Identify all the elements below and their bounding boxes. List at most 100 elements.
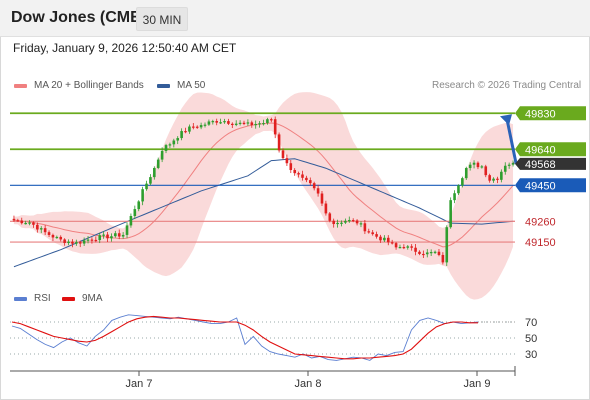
candle xyxy=(102,231,105,239)
candle xyxy=(262,119,265,126)
candle-body xyxy=(117,233,121,237)
candle xyxy=(258,121,261,128)
candle-body xyxy=(141,189,144,202)
candle-body xyxy=(242,122,246,124)
candle-body xyxy=(507,164,511,166)
candle-body xyxy=(137,201,141,210)
candle xyxy=(281,148,285,160)
candle-body xyxy=(422,253,425,256)
provider-credit: Research © 2026 Trading Central xyxy=(432,80,582,91)
rsi-panel: 70 50 30 xyxy=(10,314,537,361)
candle-body xyxy=(207,121,211,125)
candle-body xyxy=(488,175,491,181)
candle xyxy=(63,238,66,246)
candle xyxy=(269,117,273,123)
candle xyxy=(125,222,129,239)
chart-timestamp: Friday, January 9, 2026 12:50:40 AM CET xyxy=(13,41,237,55)
candle-body xyxy=(246,122,250,124)
candle-body xyxy=(172,140,176,145)
candle xyxy=(375,231,378,239)
candle xyxy=(277,132,281,153)
candle-body xyxy=(437,251,441,255)
candle-body xyxy=(199,125,203,128)
candle xyxy=(153,166,156,180)
candle-body xyxy=(347,220,351,222)
candle xyxy=(12,215,16,222)
candle-body xyxy=(47,232,51,235)
candle xyxy=(285,154,289,167)
candle-body xyxy=(277,134,281,151)
candle-body xyxy=(285,158,289,164)
candle-body xyxy=(98,235,102,241)
candle xyxy=(129,213,133,228)
rsi-tick-30: 30 xyxy=(525,349,537,361)
candle xyxy=(359,221,363,228)
candle xyxy=(355,219,359,226)
candle-body xyxy=(12,218,16,221)
candle xyxy=(203,122,207,128)
candle-body xyxy=(425,252,429,255)
candle-body xyxy=(336,222,339,225)
candle xyxy=(94,236,98,243)
candle xyxy=(242,120,246,126)
candle xyxy=(340,220,343,227)
legend-ma9: 9MA xyxy=(62,293,103,304)
instrument-title: Dow Jones (CME) xyxy=(11,9,147,26)
last-price-label: 49568 xyxy=(525,159,556,171)
candle-body xyxy=(51,234,55,238)
candle-body xyxy=(379,236,382,241)
candle-body xyxy=(114,233,117,237)
candle-body xyxy=(359,223,363,225)
candle xyxy=(90,237,94,244)
candle xyxy=(195,125,199,129)
candle xyxy=(234,120,238,127)
candle xyxy=(402,244,406,250)
candle-body xyxy=(468,164,472,169)
timeframe-button[interactable]: 30 MIN xyxy=(136,7,188,31)
title-bar: Dow Jones (CME) 30 MIN xyxy=(0,0,590,37)
candle-body xyxy=(371,232,374,235)
candle-body xyxy=(457,185,460,194)
candle xyxy=(371,230,374,236)
candle-body xyxy=(301,174,304,178)
candle xyxy=(457,184,460,196)
candle xyxy=(184,127,187,134)
candle-body xyxy=(324,203,328,214)
candle xyxy=(110,233,113,242)
candle xyxy=(472,160,476,169)
candle-body xyxy=(503,165,507,172)
candle xyxy=(414,244,417,256)
candle-body xyxy=(429,252,433,254)
candle xyxy=(394,241,398,250)
candle xyxy=(71,239,74,248)
candle-body xyxy=(363,223,367,232)
candle-body xyxy=(511,162,515,165)
candle-body xyxy=(211,121,215,123)
candle xyxy=(351,218,355,223)
price-plot xyxy=(10,92,518,300)
candle xyxy=(141,186,144,206)
candle-body xyxy=(297,173,300,175)
candle-body xyxy=(351,220,355,222)
candle xyxy=(390,239,394,245)
candle-body xyxy=(102,234,105,236)
candle-body xyxy=(305,177,308,181)
candle-body xyxy=(160,150,164,160)
level-labels: 49830 49640 49450 49260 49150 49568 xyxy=(515,106,586,249)
candle xyxy=(332,218,335,228)
candle xyxy=(305,175,308,183)
candle-body xyxy=(464,168,468,179)
candle xyxy=(418,250,421,256)
candle-body xyxy=(320,193,324,204)
candle xyxy=(266,117,269,125)
candle xyxy=(207,119,211,126)
candle xyxy=(192,123,195,130)
candle-body xyxy=(367,231,371,233)
candle-body xyxy=(340,222,343,224)
candle xyxy=(250,120,254,128)
candle xyxy=(219,118,222,125)
candle-body xyxy=(410,246,413,248)
candle xyxy=(223,118,226,124)
candle xyxy=(484,164,488,178)
